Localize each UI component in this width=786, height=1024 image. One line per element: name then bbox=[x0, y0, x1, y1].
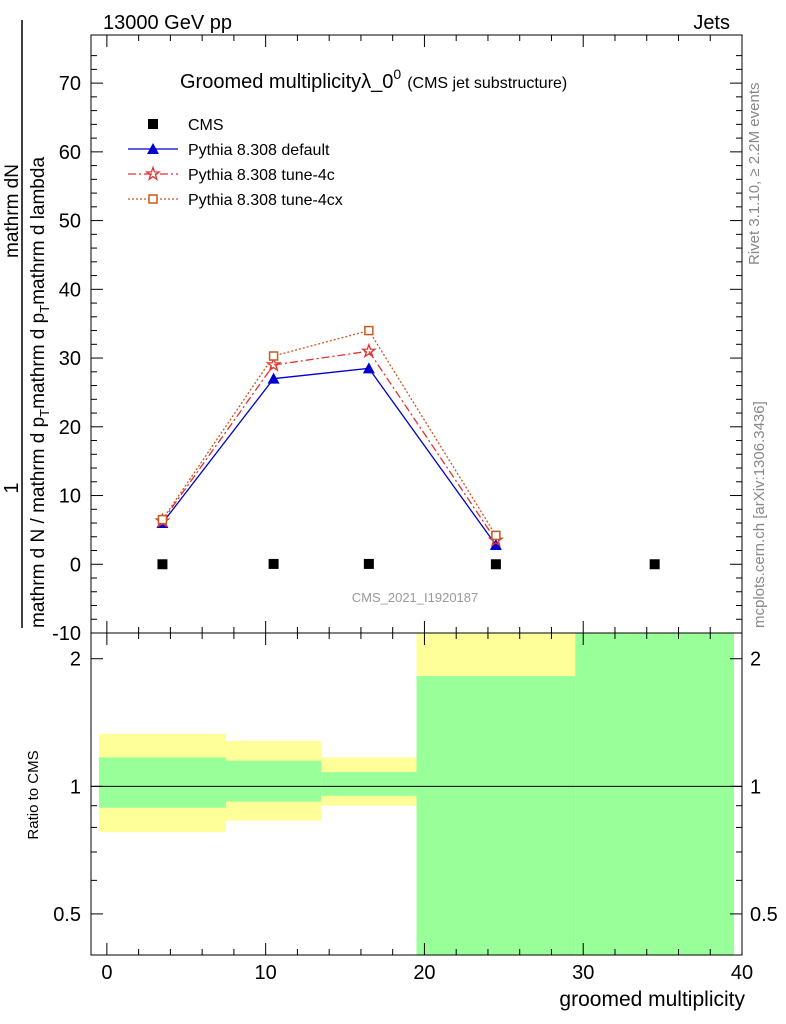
y-tick-label: 70 bbox=[59, 73, 81, 95]
series-line-3 bbox=[161, 329, 497, 536]
main-y-ticks: -10 0 10 20 30 40 50 60 70 bbox=[52, 55, 742, 645]
series-layer bbox=[154, 325, 660, 570]
main-x-ticks bbox=[106, 35, 743, 633]
ratio-y-tick-label-right: 1 bbox=[750, 776, 761, 798]
y-tick-label: -10 bbox=[52, 623, 81, 645]
y-tick-label: 60 bbox=[59, 142, 81, 164]
rivet-version-label: Rivet 3.1.10, ≥ 2.2M events bbox=[746, 83, 763, 266]
data-point bbox=[489, 539, 502, 551]
data-point bbox=[267, 372, 280, 384]
data-point bbox=[157, 559, 168, 570]
data-point bbox=[362, 362, 375, 374]
x-tick-label: 10 bbox=[255, 962, 277, 984]
ratio-x-ticks: 0 10 20 30 40 bbox=[101, 633, 753, 984]
data-point bbox=[268, 558, 279, 569]
legend: CMS Pythia 8.308 default Pythia 8.308 tune… bbox=[128, 117, 343, 209]
legend-marker bbox=[148, 119, 158, 129]
x-tick-label: 20 bbox=[413, 962, 435, 984]
ylabel-unit-denominator: mathrm d N / mathrm d pTmathrm d pTmathr… bbox=[28, 157, 52, 628]
y-tick-label: 0 bbox=[70, 554, 81, 576]
y-tick-label: 40 bbox=[59, 279, 81, 301]
legend-marker bbox=[144, 165, 162, 181]
y-tick-label: 10 bbox=[59, 486, 81, 508]
ratio-band-green bbox=[321, 772, 417, 796]
data-point bbox=[268, 351, 279, 361]
legend-label: Pythia 8.308 tune-4cx bbox=[188, 192, 343, 209]
ratio-band-green bbox=[225, 760, 322, 802]
chart-title: Groomed multiplicityλ_00(CMS jet substru… bbox=[180, 66, 567, 93]
header-energy: 13000 GeV pp bbox=[103, 12, 232, 34]
x-tick-label: 30 bbox=[572, 962, 594, 984]
ratio-y-tick-label: 0.5 bbox=[53, 904, 81, 926]
series-line-2 bbox=[161, 350, 497, 541]
legend-marker bbox=[147, 143, 159, 154]
data-point bbox=[363, 558, 374, 569]
y-tick-label: 20 bbox=[59, 417, 81, 439]
ratio-y-tick-label: 1 bbox=[70, 776, 81, 798]
data-point bbox=[649, 559, 660, 570]
data-point bbox=[491, 530, 501, 541]
analysis-watermark: CMS_2021_I1920187 bbox=[352, 590, 479, 605]
data-point bbox=[490, 559, 501, 570]
ratio-bands bbox=[98, 633, 735, 955]
series-line-1 bbox=[161, 367, 497, 546]
x-tick-label: 0 bbox=[101, 962, 112, 984]
ylabel-fraction-numerator: mathrm dN bbox=[2, 164, 23, 258]
data-point bbox=[360, 342, 377, 359]
ratio-band-green bbox=[98, 757, 226, 808]
y-tick-label: 30 bbox=[59, 348, 81, 370]
ratio-band-green bbox=[575, 633, 735, 955]
data-point bbox=[157, 514, 168, 525]
legend-label: Pythia 8.308 tune-4c bbox=[188, 167, 335, 184]
header-process: Jets bbox=[693, 12, 730, 34]
main-ylabel: 1 mathrm d N / mathrm d pTmathrm d pTmat… bbox=[1, 20, 52, 628]
ratio-plot-frame bbox=[90, 632, 743, 956]
ratio-y-tick-label-right: 2 bbox=[750, 649, 761, 671]
x-axis-label: groomed multiplicity bbox=[559, 988, 745, 1011]
x-tick-label: 40 bbox=[731, 962, 753, 984]
ratio-y-tick-label: 2 bbox=[70, 649, 81, 671]
ratio-ylabel: Ratio to CMS bbox=[25, 750, 42, 839]
ratio-y-ticks: 0.5 0.5 1 1 2 2 bbox=[53, 649, 778, 956]
ratio-y-tick-label-right: 0.5 bbox=[750, 904, 778, 926]
y-tick-label: 50 bbox=[59, 211, 81, 233]
data-point bbox=[364, 325, 374, 336]
legend-label: Pythia 8.308 default bbox=[188, 142, 330, 159]
ratio-band-green bbox=[416, 676, 576, 955]
ylabel-unit-numerator: 1 bbox=[1, 482, 23, 493]
legend-label: CMS bbox=[188, 117, 224, 134]
mcplots-reference-label: mcplots.cern.ch [arXiv:1306.3436] bbox=[751, 401, 768, 628]
legend-marker bbox=[148, 194, 158, 204]
